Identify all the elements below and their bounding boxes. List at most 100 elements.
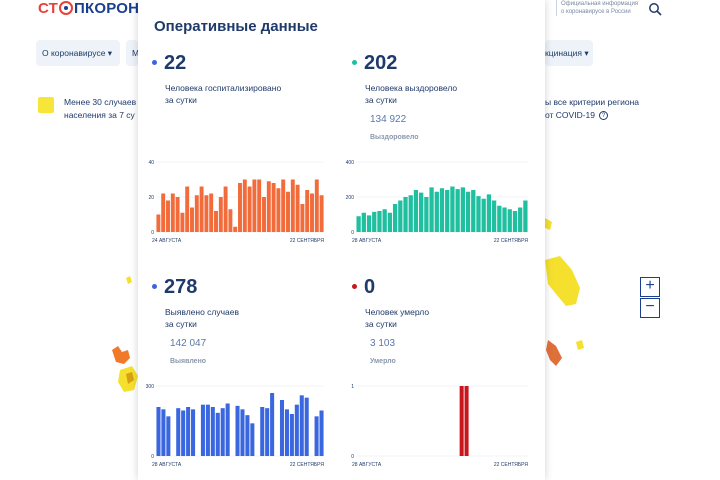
chart-bar [186, 407, 191, 456]
chart-bar [392, 204, 398, 232]
x-start-label: 28 АВГУСТА [352, 238, 382, 244]
chart-bar [205, 404, 210, 456]
legend-text-left-line2: населения за 7 су [64, 110, 135, 120]
chart-bar [250, 423, 255, 456]
chart-bar [204, 195, 209, 232]
russia-map[interactable] [0, 200, 720, 400]
chart-bar [266, 181, 271, 232]
chart-bar [361, 212, 366, 232]
chart-bar [304, 397, 309, 456]
x-start-label: 24 АВГУСТА [152, 238, 182, 244]
deaths-desc-line2: за сутки [365, 319, 397, 329]
y-tick-label: 200 [346, 195, 355, 201]
chart-bar [295, 184, 300, 232]
chart-bar [194, 195, 199, 232]
x-end-label: 22 СЕНТЯБРЯ [494, 238, 529, 244]
chart-bar [257, 179, 262, 232]
chart-hospitalized: 40 20 0 24 АВГУСТА 22 СЕНТЯБРЯ [148, 160, 324, 244]
chart-bar [252, 179, 257, 232]
deaths-total: 3 103 [370, 338, 396, 349]
chart-bar [294, 404, 299, 456]
nav-vaccination[interactable]: кцинация ▾ [545, 40, 593, 66]
chart-bar [305, 190, 310, 232]
chart-bar [424, 197, 429, 232]
chart-bar [218, 197, 223, 232]
chart-bar [271, 183, 276, 232]
chart-bar [191, 409, 196, 456]
hospitalized-value: 22 [164, 52, 187, 74]
chart-bar [486, 194, 492, 232]
chart-bar [286, 191, 290, 232]
chart-bar [161, 409, 166, 456]
operational-data-modal: Оперативные данные 22 Человека госпитали… [138, 0, 545, 480]
chart-bar [199, 186, 204, 232]
legend-yellow-swatch [38, 97, 54, 113]
stat-cases: 278 Выявлено случаев за сутки 142 047 Вы… [152, 276, 332, 376]
chart-bar [276, 188, 281, 232]
y-tick-label: 20 [148, 195, 154, 201]
chart-bar [260, 407, 265, 456]
chart-bar [238, 183, 242, 232]
cases-total-label: Выявлено [170, 358, 207, 365]
x-start-label: 28 АВГУСТА [352, 462, 382, 468]
chart-bar [166, 200, 170, 232]
map-region-east-orange [546, 340, 562, 366]
legend-text-left: Менее 30 случаев населения за 7 су [64, 96, 138, 122]
deaths-total-label: Умерло [370, 358, 396, 365]
chart-bar [382, 209, 387, 232]
chart-bar [464, 386, 469, 456]
nav-item-2[interactable]: М [126, 40, 138, 66]
chart-bar [181, 410, 186, 456]
cases-value: 278 [164, 276, 198, 298]
deaths-desc: Человек умерло за сутки [365, 306, 515, 330]
map-region-east-yellow [545, 256, 580, 306]
y-tick-label: 300 [146, 384, 155, 390]
map-region-west-orange [112, 346, 130, 364]
chart-bar [310, 193, 314, 232]
map-region-west-small [126, 276, 132, 284]
chart-bar [434, 191, 439, 232]
chart-bar [319, 195, 324, 232]
chart-bar [476, 196, 481, 232]
chart-bar [284, 409, 289, 456]
chart-bar [445, 190, 450, 232]
chart-bar [161, 193, 166, 232]
hospitalized-desc: Человека госпитализировано за сутки [165, 82, 315, 106]
chart-bar [372, 211, 377, 232]
chart-bar [279, 400, 285, 456]
chart-bar [242, 179, 247, 232]
chart-bar [366, 215, 372, 232]
chart-bar [180, 212, 185, 232]
chart-bar [190, 207, 194, 232]
chart-bar [314, 179, 319, 232]
stat-dot [152, 284, 157, 289]
y-tick-label: 0 [351, 230, 354, 236]
chart-bar [245, 415, 250, 456]
zoom-out-button[interactable]: − [640, 298, 660, 318]
search-icon[interactable] [648, 2, 662, 16]
zoom-in-button[interactable]: + [640, 277, 660, 297]
chart-bar [419, 192, 424, 232]
legend-text-right: ы все критерии региона от COVID-19? [545, 96, 639, 122]
nav-about-covid[interactable]: О коронавирусе ▾ [36, 40, 120, 66]
chart-bar [220, 408, 225, 456]
chart-bar [270, 393, 275, 456]
chart-bar [176, 408, 181, 456]
chart-bar [281, 179, 286, 232]
cases-total: 142 047 [170, 338, 207, 349]
chart-bar [210, 407, 215, 456]
y-tick-label: 0 [151, 230, 154, 236]
chart-bar [175, 197, 180, 232]
chart-bar [289, 414, 294, 456]
chart-bar [235, 405, 240, 456]
chart-bar [225, 403, 230, 456]
chart-bar [265, 408, 270, 456]
chart-bar [387, 212, 393, 232]
y-tick-label: 1 [351, 384, 354, 390]
map-region-west-dark [126, 372, 134, 384]
x-start-label: 28 АВГУСТА [152, 462, 182, 468]
recovered-value: 202 [364, 52, 398, 74]
legend-text-right-line2: от COVID-19 [545, 110, 595, 120]
chart-bar [398, 200, 403, 232]
help-icon[interactable]: ? [599, 111, 608, 120]
